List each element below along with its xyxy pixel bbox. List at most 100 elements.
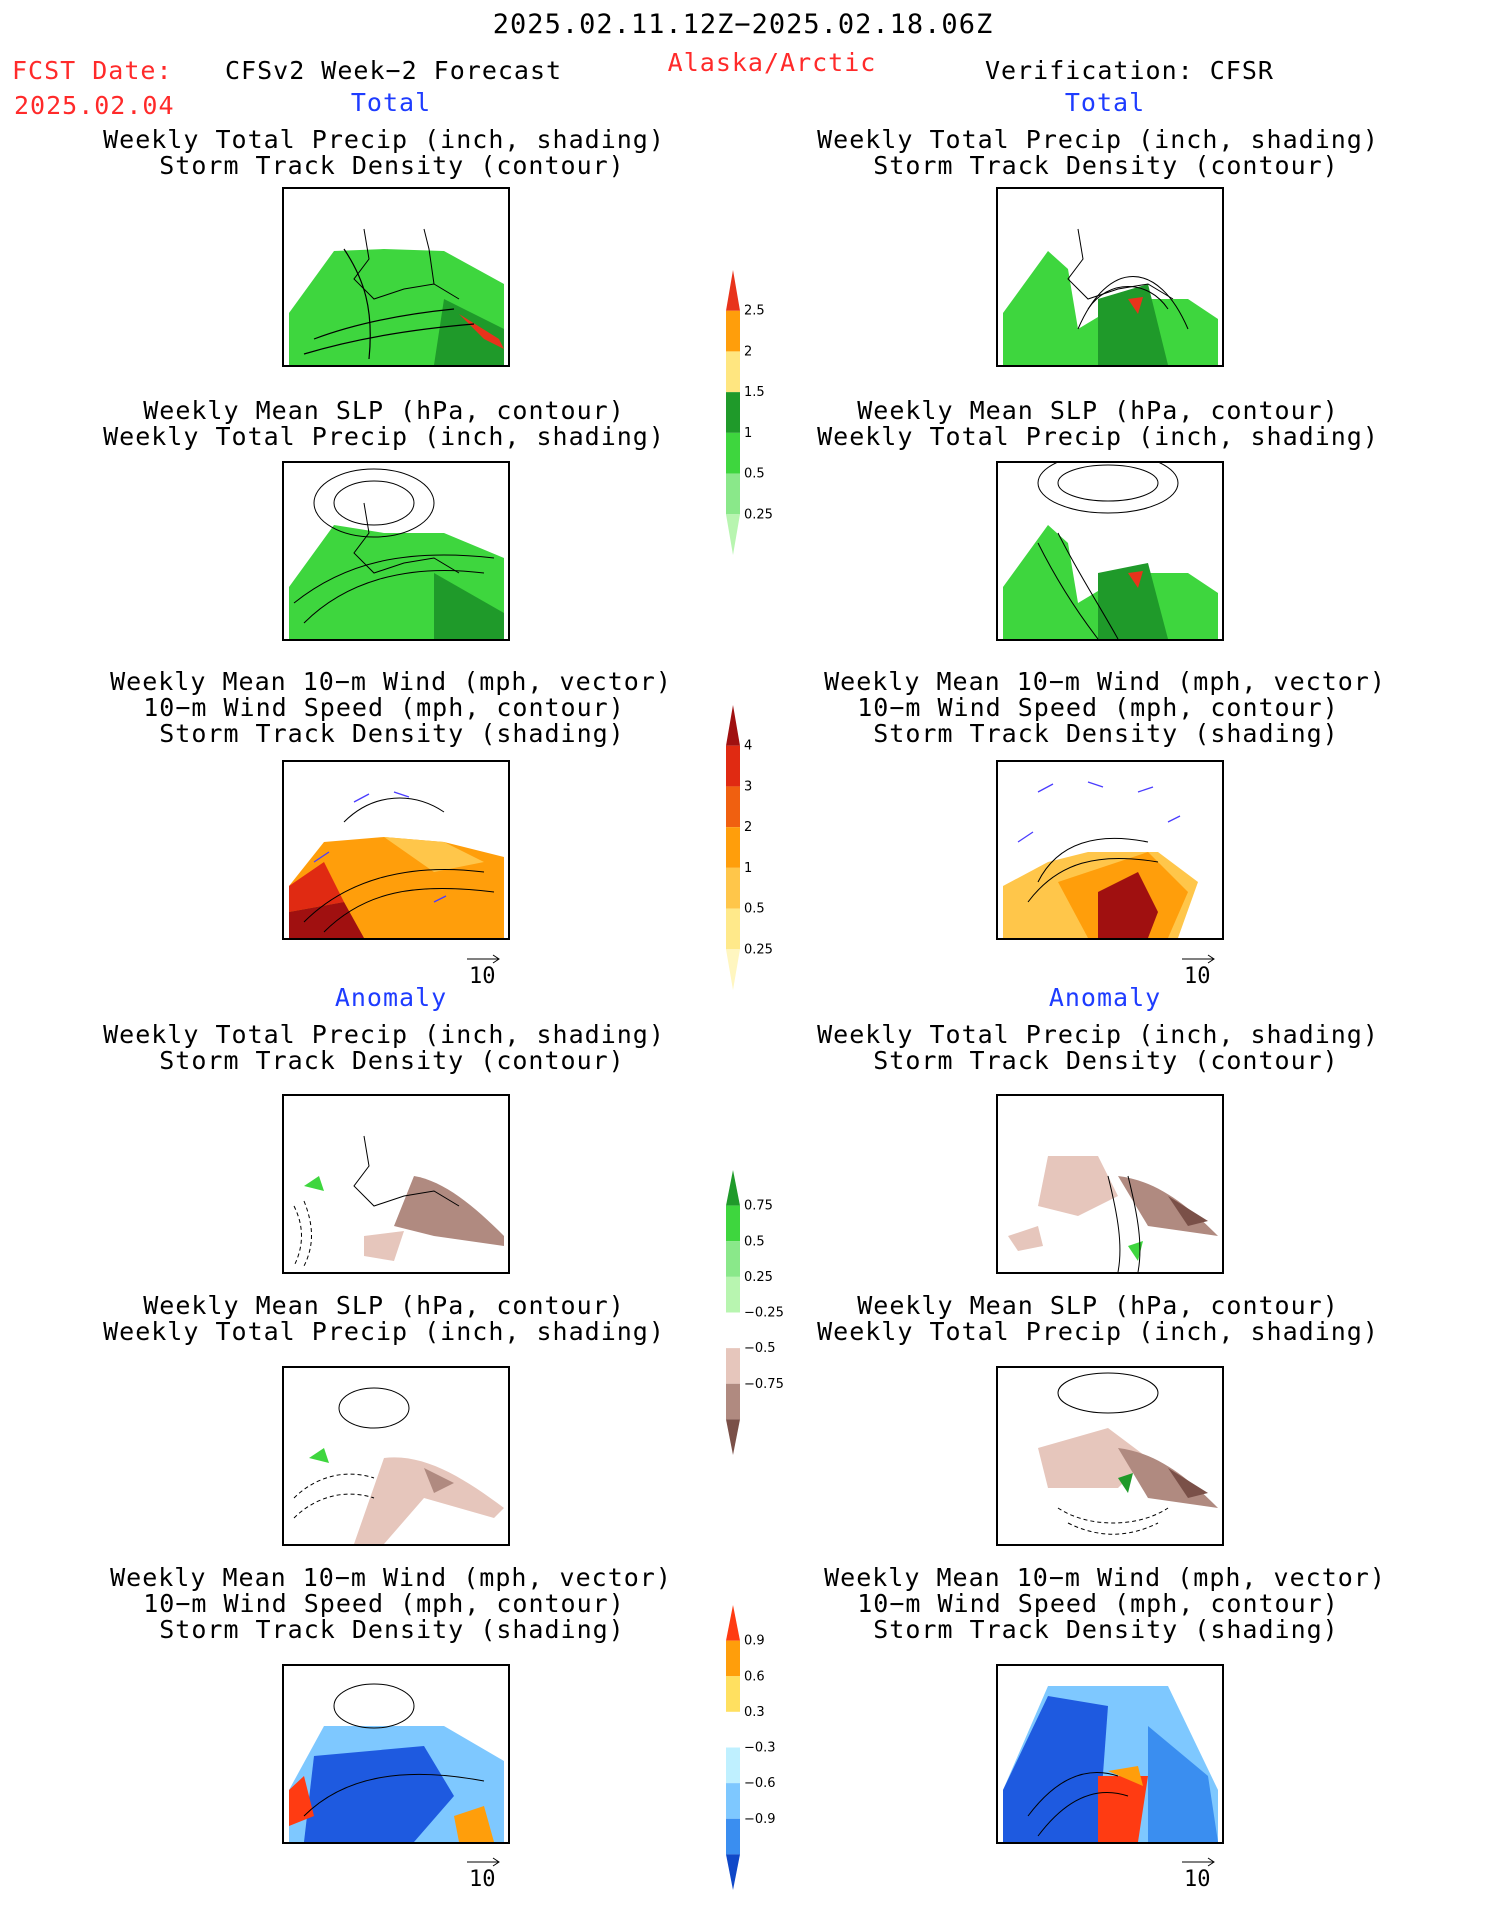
title-r1b: Storm Track Density (contour) [873,151,1339,180]
colorbar-segment [726,1170,740,1206]
colorbar-label: 0.3 [744,1705,765,1720]
title-r6b: 10−m Wind Speed (mph, contour) [857,1589,1339,1618]
title-r6a: Weekly Mean 10−m Wind (mph, vector) [824,1563,1386,1592]
colorbar-graphic: 0.9 0.6 0.3 −0.3 −0.6 −0.9 [726,1605,776,1890]
title-l4b: Storm Track Density (contour) [159,1046,625,1075]
title-l1b: Storm Track Density (contour) [159,151,625,180]
colorbar-precip-anom: 0.75 0.5 0.25 −0.25 −0.5 −0.75 [725,1170,785,1455]
colorbar-segment [726,310,740,352]
colorbar-label: −0.3 [744,1741,776,1756]
colorbar-segment [726,908,740,950]
map-forecast-precip-total [282,187,510,367]
map-verif-slp-anom-graphic [1038,1372,1218,1535]
map-verif-wind-total [996,760,1224,940]
colorbar-segment [726,1818,740,1855]
vector-scale-l2: 10 [465,1855,505,1895]
map-forecast-precip-anom-graphic [293,1135,504,1267]
colorbar-segment [726,745,740,787]
colorbar-label: 0.9 [744,1634,765,1649]
fcst-date-value: 2025.02.04 [14,91,175,120]
colorbar-label: 0.25 [744,507,773,522]
colorbar-graphic: 4 3 2 1 0.5 0.25 [726,705,773,990]
title-l3b: 10−m Wind Speed (mph, contour) [143,693,625,722]
colorbar-segment [726,867,740,909]
section-total-right: Total [1064,88,1146,117]
title-r3c: Storm Track Density (shading) [873,719,1339,748]
colorbar-label: 0.75 [744,1199,773,1214]
colorbar-segment [726,1241,740,1277]
colorbar-label: 1.5 [744,385,765,400]
title-l5a: Weekly Mean SLP (hPa, contour) [143,1291,625,1320]
colorbar-segment [726,1383,740,1420]
section-anomaly-right: Anomaly [1048,983,1162,1012]
vector-scale-r2-label: 10 [1184,1867,1211,1892]
title-r4a: Weekly Total Precip (inch, shading) [817,1020,1379,1049]
title-l1a: Weekly Total Precip (inch, shading) [103,125,665,154]
colorbar-segment [726,473,740,515]
colorbar-graphic: 0.75 0.5 0.25 −0.25 −0.5 −0.75 [726,1170,784,1455]
colorbar-label: 4 [744,739,752,754]
colorbar-segment [726,1854,740,1890]
region-label: Alaska/Arctic [667,48,877,77]
title-r1a: Weekly Total Precip (inch, shading) [817,125,1379,154]
colorbar-label: 0.5 [744,1234,765,1249]
title-l4a: Weekly Total Precip (inch, shading) [103,1020,665,1049]
colorbar-label: 0.5 [744,902,765,917]
title-r3a: Weekly Mean 10−m Wind (mph, vector) [824,667,1386,696]
map-verif-precip-total [996,187,1224,367]
colorbar-segment [726,514,740,555]
colorbar-label: −0.6 [744,1776,776,1791]
colorbar-segment [726,1205,740,1242]
map-forecast-slp-anom [282,1366,510,1546]
colorbar-label: 1 [744,861,752,876]
colorbar-segment [726,1747,740,1784]
colorbar-segment [726,949,740,990]
colorbar-segment [726,432,740,474]
colorbar-segment [726,705,740,746]
colorbar-label: 0.25 [744,1270,773,1285]
colorbar-label: 0.5 [744,467,765,482]
title-r5b: Weekly Total Precip (inch, shading) [817,1317,1379,1346]
map-forecast-wind-total-graphic [289,791,504,938]
colorbar-label: −0.75 [744,1377,784,1392]
colorbar-label: 2 [744,344,752,359]
map-forecast-slp-total [282,461,510,641]
map-forecast-wind-anom [282,1664,510,1844]
title-r4b: Storm Track Density (contour) [873,1046,1339,1075]
title-r2b: Weekly Total Precip (inch, shading) [817,422,1379,451]
colorbar-segment [726,1419,740,1455]
vector-scale-l2-label: 10 [469,1867,496,1892]
colorbar-graphic: 2.5 2 1.5 1 0.5 0.25 [726,270,773,555]
map-verif-precip-total-graphic [1003,228,1218,365]
colorbar-segment [726,1711,740,1748]
map-forecast-precip-total-graphic [289,228,504,365]
section-total-left: Total [350,88,432,117]
title-l6a: Weekly Mean 10−m Wind (mph, vector) [110,1563,672,1592]
title-r3b: 10−m Wind Speed (mph, contour) [857,693,1339,722]
colorbar-storm-anom: 0.9 0.6 0.3 −0.3 −0.6 −0.9 [725,1605,785,1890]
map-verif-wind-anom-graphic [1003,1686,1218,1842]
map-forecast-precip-anom [282,1094,510,1274]
map-verif-wind-total-graphic [1003,781,1198,938]
colorbar-label: −0.9 [744,1812,776,1827]
colorbar-segment [726,786,740,828]
map-verif-wind-anom [996,1664,1224,1844]
title-r6c: Storm Track Density (shading) [873,1615,1339,1644]
title-r5a: Weekly Mean SLP (hPa, contour) [857,1291,1339,1320]
title-l2a: Weekly Mean SLP (hPa, contour) [143,396,625,425]
vector-scale-r1: 10 [1180,952,1220,992]
colorbar-segment [726,270,740,311]
vector-scale-r1-label: 10 [1184,964,1211,989]
verification-label: Verification: CFSR [985,56,1274,85]
colorbar-segment [726,827,740,868]
map-forecast-slp-anom-graphic [293,1387,504,1544]
section-anomaly-left: Anomaly [334,983,448,1012]
colorbar-segment [726,392,740,433]
colorbar-label: 2.5 [744,304,765,319]
colorbar-segment [726,351,740,393]
colorbar-label: 3 [744,779,752,794]
colorbar-storm-total: 4 3 2 1 0.5 0.25 [725,705,785,990]
model-label: CFSv2 Week−2 Forecast [225,56,563,85]
colorbar-label: 1 [744,426,752,441]
map-verif-precip-anom-graphic [1008,1156,1218,1272]
